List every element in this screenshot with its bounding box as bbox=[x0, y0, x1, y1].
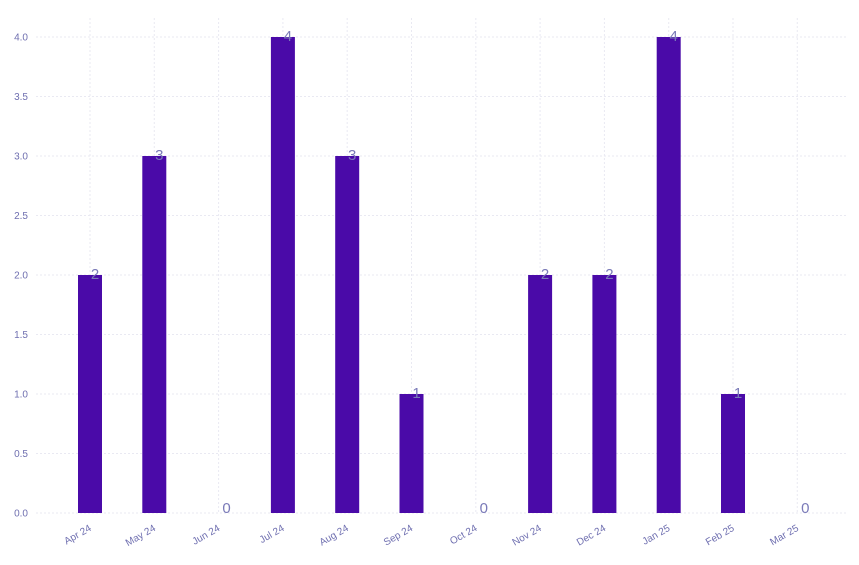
x-tick-label: Aug 24 bbox=[318, 523, 351, 549]
bar-apr-24 bbox=[78, 275, 102, 513]
data-label: 2 bbox=[605, 266, 613, 283]
data-label: 2 bbox=[541, 266, 549, 283]
y-tick-label: 2.5 bbox=[14, 211, 28, 222]
y-tick-label: 1.5 bbox=[14, 330, 28, 341]
y-tick-label: 4.0 bbox=[14, 33, 28, 44]
data-label: 2 bbox=[91, 266, 99, 283]
horizontal-grid bbox=[36, 36, 848, 514]
bar-feb-25 bbox=[721, 394, 745, 513]
bar-may-24 bbox=[142, 156, 167, 513]
x-tick-label: May 24 bbox=[124, 523, 158, 549]
bar-nov-24 bbox=[528, 275, 553, 513]
y-axis: 0.0 0.5 1.0 1.5 2.0 2.5 3.0 3.5 4.0 bbox=[14, 33, 28, 520]
y-tick-label: 0.5 bbox=[14, 449, 28, 460]
data-labels: 2 3 0 4 3 1 0 2 2 4 1 0 bbox=[91, 28, 810, 517]
x-tick-label: Jan 25 bbox=[641, 523, 673, 548]
x-tick-label: Nov 24 bbox=[511, 523, 544, 549]
y-tick-label: 2.0 bbox=[14, 271, 28, 282]
data-label: 1 bbox=[412, 385, 420, 402]
bar-dec-24 bbox=[592, 275, 617, 513]
x-tick-label: Oct 24 bbox=[448, 523, 479, 547]
data-label: 4 bbox=[284, 28, 292, 45]
y-tick-label: 3.0 bbox=[14, 152, 28, 163]
bar-jul-24 bbox=[270, 37, 295, 513]
y-tick-label: 1.0 bbox=[14, 390, 28, 401]
data-label: 0 bbox=[801, 500, 809, 517]
bars bbox=[78, 37, 745, 513]
data-label: 4 bbox=[670, 28, 678, 45]
data-label: 3 bbox=[155, 147, 163, 164]
x-tick-label: Dec 24 bbox=[575, 523, 608, 549]
x-tick-label: Jun 24 bbox=[191, 523, 223, 548]
y-tick-label: 3.5 bbox=[14, 92, 28, 103]
vertical-grid bbox=[89, 18, 798, 513]
bar-jan-25 bbox=[656, 37, 681, 513]
x-tick-label: Mar 25 bbox=[768, 523, 801, 548]
y-tick-label: 0.0 bbox=[14, 509, 28, 520]
x-tick-label: Sep 24 bbox=[382, 523, 415, 549]
data-label: 0 bbox=[480, 500, 488, 517]
x-tick-label: Jul 24 bbox=[258, 523, 287, 546]
data-label: 0 bbox=[222, 500, 230, 517]
x-tick-label: Feb 25 bbox=[704, 523, 737, 548]
data-label: 3 bbox=[348, 147, 356, 164]
x-axis: Apr 24 May 24 Jun 24 Jul 24 Aug 24 Sep 24 Oct … bbox=[62, 523, 801, 549]
bar-sep-24 bbox=[399, 394, 424, 513]
x-tick-label: Apr 24 bbox=[62, 523, 93, 547]
bar-aug-24 bbox=[335, 156, 360, 513]
data-label: 1 bbox=[734, 385, 742, 402]
